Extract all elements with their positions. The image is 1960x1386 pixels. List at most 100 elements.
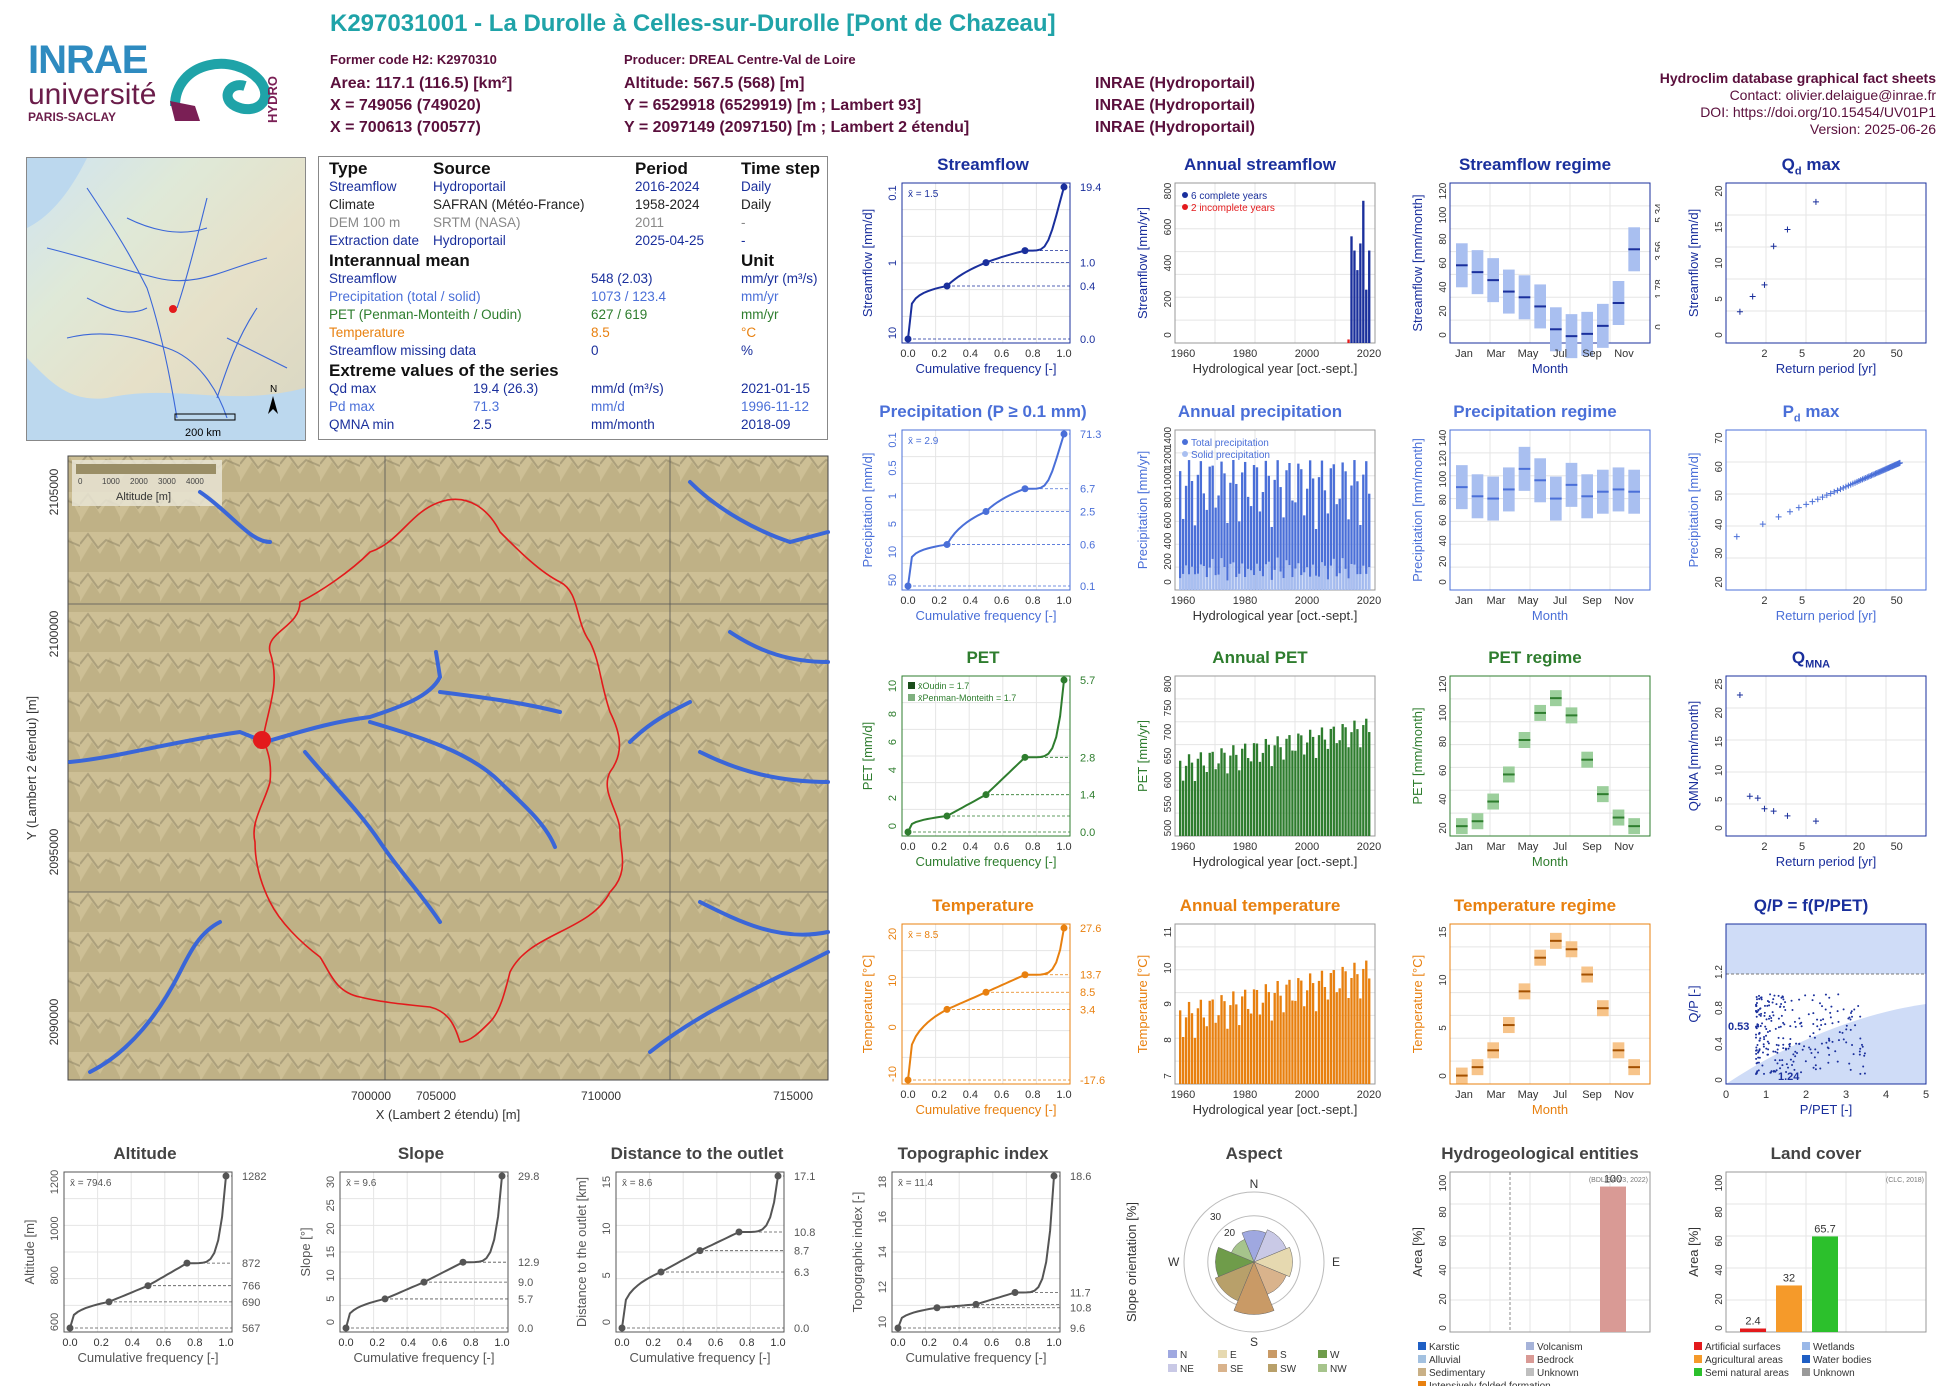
- qp-point: [1792, 1053, 1795, 1056]
- qp-point: [1798, 1042, 1801, 1045]
- qp-point: [1778, 1059, 1781, 1062]
- annual-bar: [1184, 765, 1188, 836]
- qp-point: [1782, 998, 1785, 1001]
- qp-point: [1851, 1043, 1854, 1046]
- y-tick-label: 40: [1438, 281, 1449, 293]
- svg-text:2100000: 2100000: [47, 610, 61, 657]
- annual-bar: [1214, 1022, 1217, 1084]
- quantile-point: [894, 1324, 902, 1332]
- minimap-river: [66, 333, 228, 419]
- annual-bar: [1223, 473, 1226, 590]
- right-tick-label: 1.0: [1080, 258, 1095, 270]
- annual-bar: [1205, 1026, 1208, 1084]
- x-tick-label: 0.4: [963, 841, 978, 853]
- qp-point: [1769, 1071, 1772, 1074]
- y-tick-label: 15: [1714, 736, 1725, 748]
- annual-bar: [1297, 733, 1300, 836]
- qp-point: [1812, 1012, 1815, 1015]
- legend-label: Unknown: [1537, 1368, 1579, 1379]
- topo-chart: 18.6 11.7 10.8 9.6 0.0 0.2 0.4 0.6 0.8 1.0 10 12 14 1…: [850, 1171, 1091, 1365]
- qp-point: [1836, 1060, 1839, 1063]
- x-tick-label: 1.0: [1056, 1089, 1071, 1101]
- qp-point: [1776, 1048, 1779, 1051]
- right-tick-label: 18.6: [1070, 1171, 1091, 1183]
- qp-point: [1777, 1044, 1780, 1047]
- annual-bar: [1291, 1000, 1294, 1084]
- altitude-title: Altitude: [113, 1144, 177, 1163]
- right-tick-label: 0.0: [794, 1323, 809, 1335]
- solid-precip-bar: [1314, 575, 1318, 590]
- landcover-bar: [1776, 1285, 1802, 1332]
- bar-label: 2.4: [1745, 1316, 1760, 1328]
- qp-point: [1834, 1050, 1837, 1053]
- aspect-ring-label: 20: [1224, 1228, 1236, 1239]
- annual-bar: [1196, 1008, 1200, 1084]
- x-tick-label: 5: [1799, 595, 1805, 607]
- return-period-point: [1834, 487, 1841, 494]
- y-tick-label: 0: [1714, 1325, 1725, 1331]
- solid-precip-bar: [1335, 576, 1338, 590]
- y-tick-label: 1000: [49, 1216, 61, 1240]
- x-tick-label: 2020: [1357, 595, 1381, 607]
- annual-bar: [1368, 250, 1371, 343]
- annual-bar: [1368, 493, 1371, 590]
- solid-precip-bar: [1329, 565, 1332, 590]
- annual-bar: [1184, 1017, 1188, 1084]
- universite-wordmark: université: [28, 78, 157, 111]
- y-tick-label: 80: [1438, 494, 1449, 506]
- qp-point: [1759, 1037, 1762, 1040]
- y-tick-label: 40: [1438, 793, 1449, 805]
- x-tick-label: 0.2: [646, 1337, 661, 1349]
- solid-precip-bar: [1252, 575, 1256, 590]
- area: Area: 117.1 (116.5) [km²]: [330, 75, 513, 92]
- locator-map-svg: 200 km N: [27, 158, 305, 440]
- x-tick-label: 0.6: [156, 1337, 171, 1349]
- legend-label: Unknown: [1813, 1368, 1855, 1379]
- qp-point: [1780, 1003, 1783, 1006]
- annual-bar: [1344, 727, 1347, 836]
- y-tick-label: 8: [1163, 1037, 1174, 1043]
- qp-point: [1782, 1037, 1785, 1040]
- annual-bar: [1362, 725, 1365, 836]
- x-tick-label: 20: [1853, 595, 1865, 607]
- y-tick-label: -10: [887, 1066, 899, 1082]
- y-axis-label: Distance to the outlet [km]: [574, 1177, 589, 1327]
- info-row-dem: DEM 100 m SRTM (NASA) 2011-: [329, 215, 746, 230]
- streamflow-chart: 19.4 1.0 0.4 0.0 0.0 0.2 0.4 0.6 0.8 1.0 10 1 0.1 Cum…: [860, 182, 1101, 376]
- minimap-river: [86, 297, 148, 313]
- database-name: Hydroclim database graphical fact sheets: [1659, 70, 1936, 86]
- annual-bar: [1329, 973, 1332, 1084]
- solid-precip-bar: [1270, 579, 1273, 590]
- y-tick-label: 100: [1714, 1174, 1725, 1191]
- annual-bar: [1190, 1013, 1194, 1084]
- right-tick-label: 9.6: [1070, 1323, 1085, 1335]
- annual-bar: [1226, 522, 1229, 590]
- bar-label: 65.7: [1814, 1223, 1835, 1235]
- x-tick-label: 1980: [1233, 595, 1257, 607]
- annual-bar: [1332, 464, 1335, 590]
- plot-frame: [63, 1171, 233, 1333]
- distance-title: Distance to the outlet: [610, 1144, 784, 1163]
- annual-bar: [1347, 997, 1350, 1084]
- aspect-ring: [1183, 1191, 1325, 1333]
- qp-point: [1803, 1045, 1806, 1048]
- qp-point: [1758, 1007, 1761, 1010]
- annual_precipitation-chart: 1960 1980 2000 2020 0 200 400 600 80010001200140…: [1135, 426, 1381, 623]
- solid-precip-bar: [1276, 557, 1279, 590]
- x-tick-label: 0.8: [1025, 595, 1040, 607]
- qp-point: [1769, 993, 1772, 996]
- annual-bar: [1368, 978, 1371, 1084]
- annual-bar: [1314, 529, 1318, 590]
- info-table: Type Source Period Time step Streamflow H…: [318, 156, 828, 440]
- legend-label: SW: [1280, 1364, 1297, 1375]
- qp-point: [1820, 1042, 1823, 1045]
- y-tick-label: 12: [877, 1281, 889, 1293]
- annual-bar: [1196, 758, 1200, 836]
- quantile-point: [459, 1258, 467, 1266]
- qp-point: [1755, 1036, 1758, 1039]
- right-tick-label: 29.8: [518, 1171, 539, 1183]
- qp-point: [1831, 1040, 1834, 1043]
- right-tick-label: 8.5: [1080, 987, 1095, 999]
- qp-point: [1824, 1008, 1827, 1011]
- y-tick-label: 15: [601, 1176, 613, 1188]
